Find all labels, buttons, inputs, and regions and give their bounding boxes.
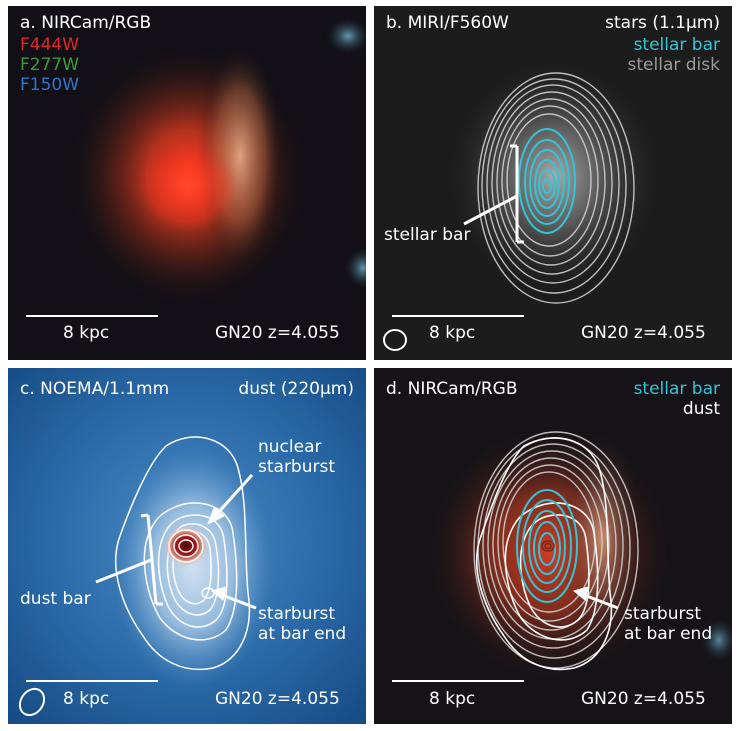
stellar-bar-contours [516,489,578,603]
legend-f150w: F150W [20,75,80,95]
scale-bar-label: 8 kpc [63,689,110,709]
stellar-bar-bracket [463,144,524,244]
nuclear-starburst-core [164,526,208,566]
companion-source [345,248,366,288]
legend-stars: stars (1.1μm) [605,13,720,33]
legend-f444w: F444W [20,35,80,55]
bar-end-arrow [210,586,257,610]
annotation-starburst: starburst [624,604,702,624]
scale-bar-label: 8 kpc [429,689,476,709]
panel-title: a. NIRCam/RGB [20,13,152,33]
beam-ellipse [18,687,46,717]
panel-title: d. NIRCam/RGB [386,379,518,399]
source-label: GN20 z=4.055 [581,689,706,709]
galaxy-core [138,141,238,231]
scale-bar-label: 8 kpc [429,323,476,343]
nuclear-starburst-arrow [207,473,254,526]
dust-bar-bracket [95,513,163,606]
panel-d-image [374,368,732,724]
stellar-disk-contours [477,72,635,304]
panel-title: b. MIRI/F560W [386,13,509,33]
legend-dust: dust [682,399,720,419]
scale-bar-label: 8 kpc [63,323,110,343]
source-label: GN20 z=4.055 [215,689,340,709]
panel-c-image [8,368,366,724]
panel-b-miri-f560w: b. MIRI/F560W stars (1.1μm) stellar bar … [374,6,732,360]
legend-stellar-disk: stellar disk [627,55,720,75]
source-label: GN20 z=4.055 [581,323,706,343]
panel-d-nircam-rgb: d. NIRCam/RGB stellar bar dust starburst… [374,368,732,724]
beam-ellipse [383,329,407,351]
panel-a-nircam-rgb: a. NIRCam/RGB F444W F277W F150W 8 kpc GN… [8,6,366,360]
annotation-nuclear: nuclear [258,437,322,457]
panel-title: c. NOEMA/1.1mm [20,379,170,399]
source-label: GN20 z=4.055 [215,323,340,343]
legend-stellar-bar: stellar bar [633,35,720,55]
stellar-bar-annotation: stellar bar [384,225,471,245]
companion-source [326,18,366,54]
legend-f277w: F277W [20,55,80,75]
dust-core-contours [541,540,555,552]
stellar-bar-contours [518,128,576,234]
core-contours [168,529,215,599]
panel-c-noema: c. NOEMA/1.1mm dust (220μm) nuclear star… [8,368,366,724]
annotation-bar-end: at bar end [624,624,713,644]
legend-stellar-bar: stellar bar [633,379,720,399]
annotation-starburst-2: starburst [258,604,336,624]
bar-end-arrow [572,586,619,610]
annotation-bar-end: at bar end [258,624,347,644]
annotation-starburst: starburst [258,457,336,477]
panel-a-image [8,6,366,360]
annotation-dust-bar: dust bar [20,589,91,609]
panel-b-image [374,6,732,360]
legend-dust: dust (220μm) [238,379,354,399]
